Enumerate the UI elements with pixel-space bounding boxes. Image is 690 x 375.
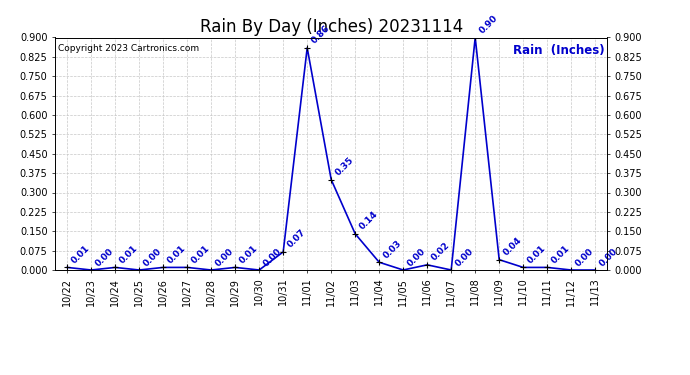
Rain  (Inches): [279, 250, 287, 254]
Text: 0.01: 0.01: [166, 243, 188, 266]
Text: 0.01: 0.01: [190, 243, 212, 266]
Text: 0.00: 0.00: [598, 246, 620, 268]
Text: 0.01: 0.01: [238, 243, 260, 266]
Text: 0.00: 0.00: [214, 246, 236, 268]
Rain  (Inches): [543, 265, 551, 270]
Text: 0.01: 0.01: [526, 243, 548, 266]
Text: 0.00: 0.00: [142, 246, 164, 268]
Text: 0.90: 0.90: [478, 13, 500, 35]
Rain  (Inches): [375, 260, 384, 264]
Rain  (Inches): [399, 268, 407, 272]
Text: 0.00: 0.00: [94, 246, 116, 268]
Rain  (Inches): [567, 268, 575, 272]
Rain  (Inches): [63, 265, 71, 270]
Text: 0.02: 0.02: [430, 241, 452, 263]
Text: 0.01: 0.01: [70, 243, 92, 266]
Rain  (Inches): [447, 268, 455, 272]
Rain  (Inches): [111, 265, 119, 270]
Rain  (Inches): [87, 268, 95, 272]
Line: Rain  (Inches): Rain (Inches): [64, 35, 598, 273]
Text: Copyright 2023 Cartronics.com: Copyright 2023 Cartronics.com: [58, 45, 199, 54]
Text: 0.00: 0.00: [406, 246, 428, 268]
Rain  (Inches): [231, 265, 239, 270]
Rain  (Inches): [423, 262, 431, 267]
Rain  (Inches): [159, 265, 168, 270]
Rain  (Inches): [591, 268, 600, 272]
Text: 0.04: 0.04: [502, 236, 524, 258]
Rain  (Inches): [471, 35, 480, 40]
Rain  (Inches): [327, 177, 335, 182]
Text: 0.00: 0.00: [574, 246, 596, 268]
Rain  (Inches): [495, 257, 503, 262]
Text: 0.35: 0.35: [334, 156, 356, 177]
Rain  (Inches): [303, 46, 311, 50]
Text: 0.14: 0.14: [358, 210, 380, 232]
Rain  (Inches): [135, 268, 144, 272]
Text: 0.01: 0.01: [550, 243, 572, 266]
Text: 0.00: 0.00: [262, 246, 284, 268]
Rain  (Inches): [207, 268, 215, 272]
Text: 0.01: 0.01: [118, 243, 140, 266]
Text: 0.00: 0.00: [454, 246, 476, 268]
Title: Rain By Day (Inches) 20231114: Rain By Day (Inches) 20231114: [199, 18, 463, 36]
Rain  (Inches): [183, 265, 191, 270]
Text: 0.03: 0.03: [382, 238, 404, 260]
Rain  (Inches): [519, 265, 527, 270]
Text: Rain  (Inches): Rain (Inches): [513, 45, 605, 57]
Text: 0.86: 0.86: [310, 24, 332, 46]
Rain  (Inches): [255, 268, 264, 272]
Text: 0.07: 0.07: [286, 228, 308, 250]
Rain  (Inches): [351, 232, 359, 236]
